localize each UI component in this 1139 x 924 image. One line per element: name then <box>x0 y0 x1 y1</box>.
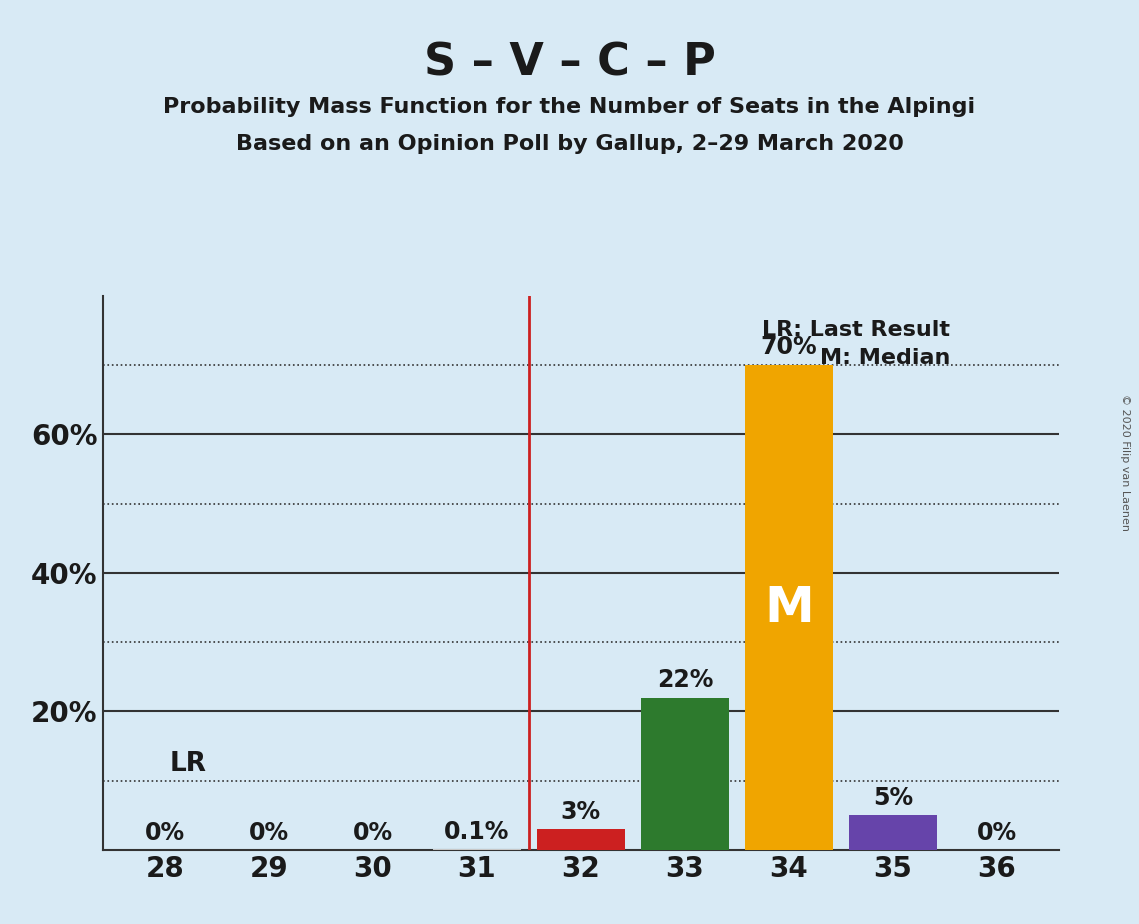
Text: 3%: 3% <box>560 800 601 824</box>
Text: Based on an Opinion Poll by Gallup, 2–29 March 2020: Based on an Opinion Poll by Gallup, 2–29… <box>236 134 903 154</box>
Text: 5%: 5% <box>872 786 913 809</box>
Text: 22%: 22% <box>657 668 713 692</box>
Bar <box>536 830 625 850</box>
Bar <box>641 698 729 850</box>
Text: M: Median: M: Median <box>820 347 950 368</box>
Text: M: M <box>764 584 813 631</box>
Text: 0%: 0% <box>248 821 289 845</box>
Bar <box>849 816 937 850</box>
Text: LR: LR <box>170 751 207 777</box>
Text: 0.1%: 0.1% <box>444 820 509 844</box>
Text: LR: Last Result: LR: Last Result <box>762 320 950 340</box>
Text: Probability Mass Function for the Number of Seats in the Alpingi: Probability Mass Function for the Number… <box>163 97 976 117</box>
Text: S – V – C – P: S – V – C – P <box>424 42 715 85</box>
Text: 0%: 0% <box>145 821 185 845</box>
Text: 70%: 70% <box>761 335 817 359</box>
Text: © 2020 Filip van Laenen: © 2020 Filip van Laenen <box>1120 394 1130 530</box>
Text: 0%: 0% <box>977 821 1017 845</box>
Text: 0%: 0% <box>353 821 393 845</box>
Bar <box>745 365 833 850</box>
